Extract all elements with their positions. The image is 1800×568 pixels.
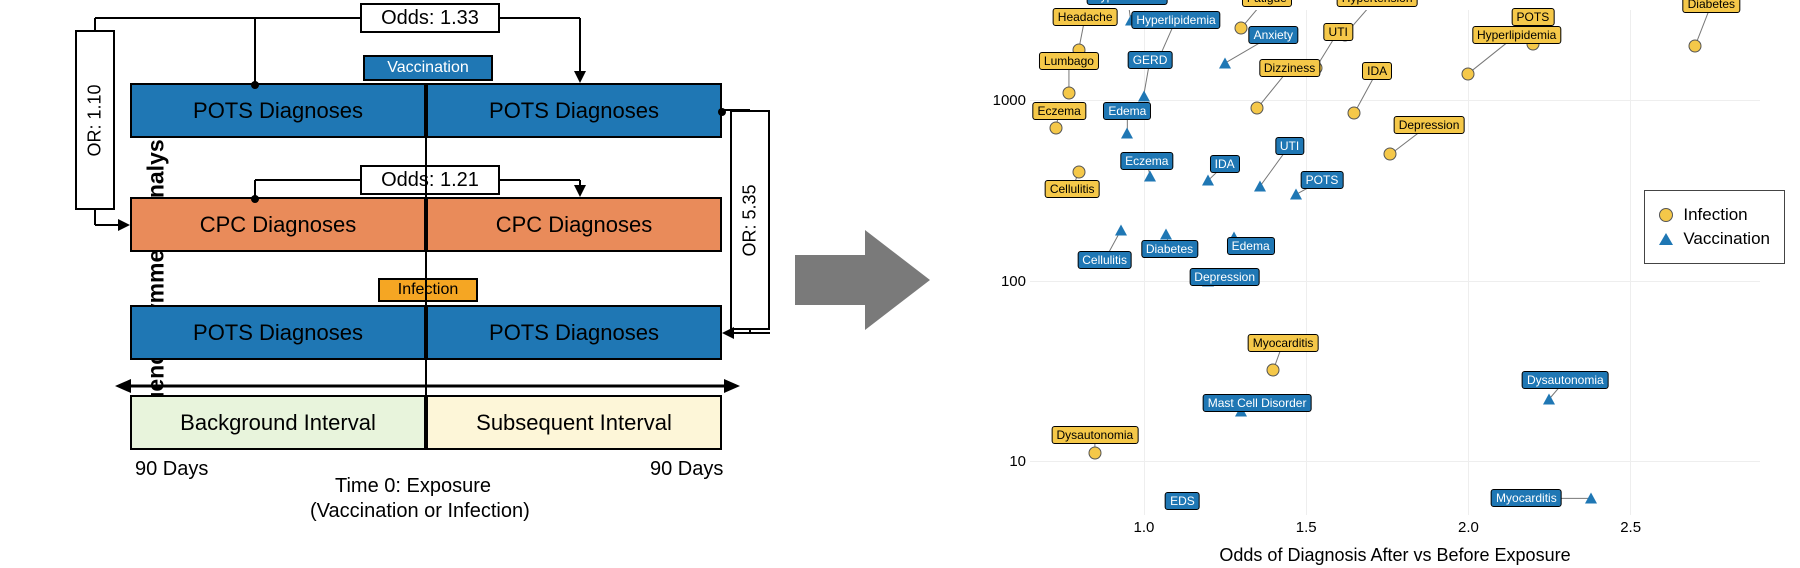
center-divider (425, 83, 427, 450)
figure: Sequence-Symmetry Analysis Odds: 1.33 Od… (0, 0, 1800, 568)
x-tick: 1.5 (1296, 519, 1317, 536)
days-left: 90 Days (135, 458, 208, 481)
marker-triangle-icon (1585, 493, 1597, 504)
point-label: Fatigue (1242, 0, 1292, 7)
time0b: (Vaccination or Infection) (310, 500, 530, 523)
legend-triangle-icon (1659, 233, 1673, 245)
sequence-symmetry-diagram: Odds: 1.33 Odds: 1.21 Vaccination POTS D… (60, 0, 775, 568)
x-tick: 2.5 (1620, 519, 1641, 536)
legend-vaccination-label: Vaccination (1683, 229, 1770, 249)
x-tick: 1.0 (1134, 519, 1155, 536)
legend-circle-icon (1659, 208, 1673, 222)
y-tick: 100 (988, 273, 1026, 290)
bar-background-interval: Background Interval (130, 395, 426, 450)
dot-odds-mid-left (251, 195, 259, 203)
scatter-panel: Rate of New Diagnosis After Exposure (Pe… (940, 0, 1800, 568)
legend-item-vaccination: Vaccination (1659, 229, 1770, 249)
point-label: Hypertension (1087, 0, 1168, 5)
dot-odds-top-left (251, 81, 259, 89)
big-arrow-icon (795, 225, 930, 335)
point-label: Hypertension (1337, 0, 1418, 7)
x-tick: 2.0 (1458, 519, 1479, 536)
timeline-arrow (115, 375, 740, 397)
background-interval-text: Background Interval (180, 410, 376, 436)
time0: Time 0: Exposure (335, 475, 491, 498)
x-axis-label: Odds of Diagnosis After vs Before Exposu… (1219, 545, 1570, 566)
y-tick: 10 (988, 453, 1026, 470)
legend-infection-label: Infection (1683, 205, 1747, 225)
bar-subsequent-interval: Subsequent Interval (426, 395, 722, 450)
dot-or-right-top (718, 108, 726, 116)
legend-item-infection: Infection (1659, 205, 1770, 225)
y-tick: 1000 (988, 92, 1026, 109)
legend: Infection Vaccination (1644, 190, 1785, 264)
days-right: 90 Days (650, 458, 723, 481)
point-label: Myocarditis (1491, 489, 1562, 507)
subsequent-interval-text: Subsequent Interval (476, 410, 672, 436)
